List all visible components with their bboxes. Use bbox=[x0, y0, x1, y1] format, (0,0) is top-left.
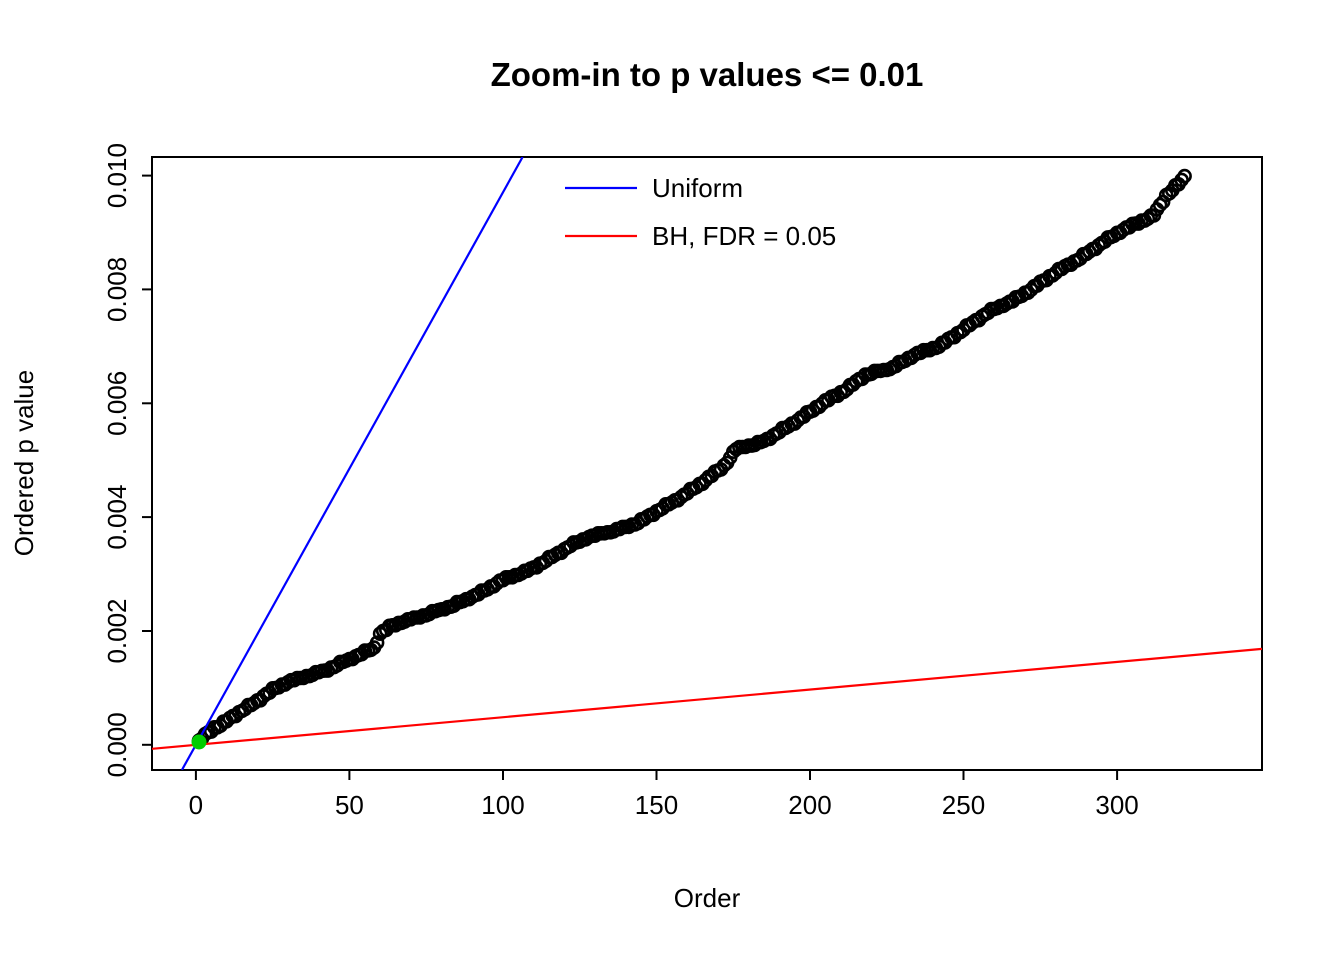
y-axis-ticks: 0.000 0.002 0.004 0.006 0.008 0.010 bbox=[102, 143, 152, 777]
x-tick-label: 50 bbox=[335, 790, 364, 820]
uniform-reference-line bbox=[180, 157, 524, 770]
highlight-point-group bbox=[191, 734, 207, 750]
scatter-points bbox=[191, 168, 1192, 748]
y-tick-label: 0.006 bbox=[102, 371, 132, 436]
chart-title: Zoom-in to p values <= 0.01 bbox=[491, 56, 924, 93]
x-tick-label: 200 bbox=[788, 790, 831, 820]
x-tick-label: 100 bbox=[481, 790, 524, 820]
x-tick-label: 250 bbox=[942, 790, 985, 820]
x-axis-ticks: 0 50 100 150 200 250 300 bbox=[189, 770, 1139, 820]
y-axis-label: Ordered p value bbox=[9, 370, 39, 556]
y-tick-label: 0.002 bbox=[102, 598, 132, 663]
data-point bbox=[369, 635, 385, 651]
y-tick-label: 0.000 bbox=[102, 712, 132, 777]
reference-lines bbox=[152, 157, 1262, 770]
x-tick-label: 300 bbox=[1095, 790, 1138, 820]
x-tick-label: 150 bbox=[635, 790, 678, 820]
legend-label-bh: BH, FDR = 0.05 bbox=[652, 221, 836, 251]
y-tick-label: 0.010 bbox=[102, 143, 132, 208]
legend-label-uniform: Uniform bbox=[652, 173, 743, 203]
data-point bbox=[1177, 168, 1192, 184]
legend-line-samples bbox=[565, 186, 637, 238]
bh-fdr-threshold-line bbox=[152, 647, 1262, 750]
y-tick-label: 0.004 bbox=[102, 485, 132, 550]
significant-point bbox=[191, 734, 207, 750]
x-axis-label: Order bbox=[674, 883, 741, 913]
x-tick-label: 0 bbox=[189, 790, 203, 820]
y-tick-label: 0.008 bbox=[102, 257, 132, 322]
plot-box bbox=[151, 156, 1263, 771]
